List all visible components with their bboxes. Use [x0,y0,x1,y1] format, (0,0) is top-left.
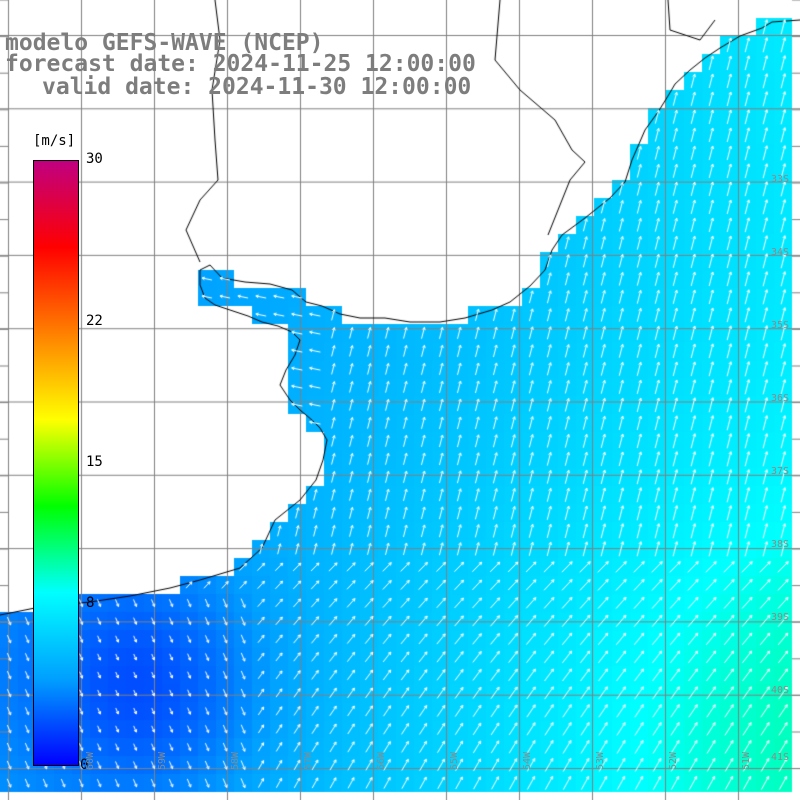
latitude-label: 39S [771,612,790,623]
latitude-label: 34S [771,247,790,258]
colorbar-tick: 8 [86,595,95,612]
latitude-label: 33S [771,174,790,185]
longitude-label: 56W [376,751,387,770]
title-forecast-date: forecast date: 2024-11-25 12:00:00 [5,51,476,77]
latitude-label: 38S [771,539,790,550]
longitude-label: 60W [85,751,96,770]
latitude-label: 37S [771,466,790,477]
longitude-label: 54W [522,751,533,770]
latitude-label: 36S [771,393,790,404]
longitude-label: 51W [741,751,752,770]
colorbar [33,160,79,766]
longitude-label: 55W [449,751,460,770]
colorbar-unit: [m/s] [33,133,76,149]
colorbar-tick: 30 [86,151,103,167]
colorbar-tick: 15 [86,454,103,470]
longitude-label: 59W [157,751,168,770]
longitude-label: 58W [230,751,241,770]
colorbar-tick: 22 [86,312,103,329]
colorbar-tick: 0 [80,757,89,773]
title-valid-date: valid date: 2024-11-30 12:00:00 [42,74,472,100]
latitude-label: 40S [771,685,790,696]
longitude-label: 53W [595,751,606,770]
latitude-label: 41S [771,752,790,763]
title-model: modelo GEFS-WAVE (NCEP) [5,30,324,56]
longitude-label: 52W [668,751,679,770]
latitude-label: 35S [771,320,790,331]
longitude-label: 57W [303,751,314,770]
